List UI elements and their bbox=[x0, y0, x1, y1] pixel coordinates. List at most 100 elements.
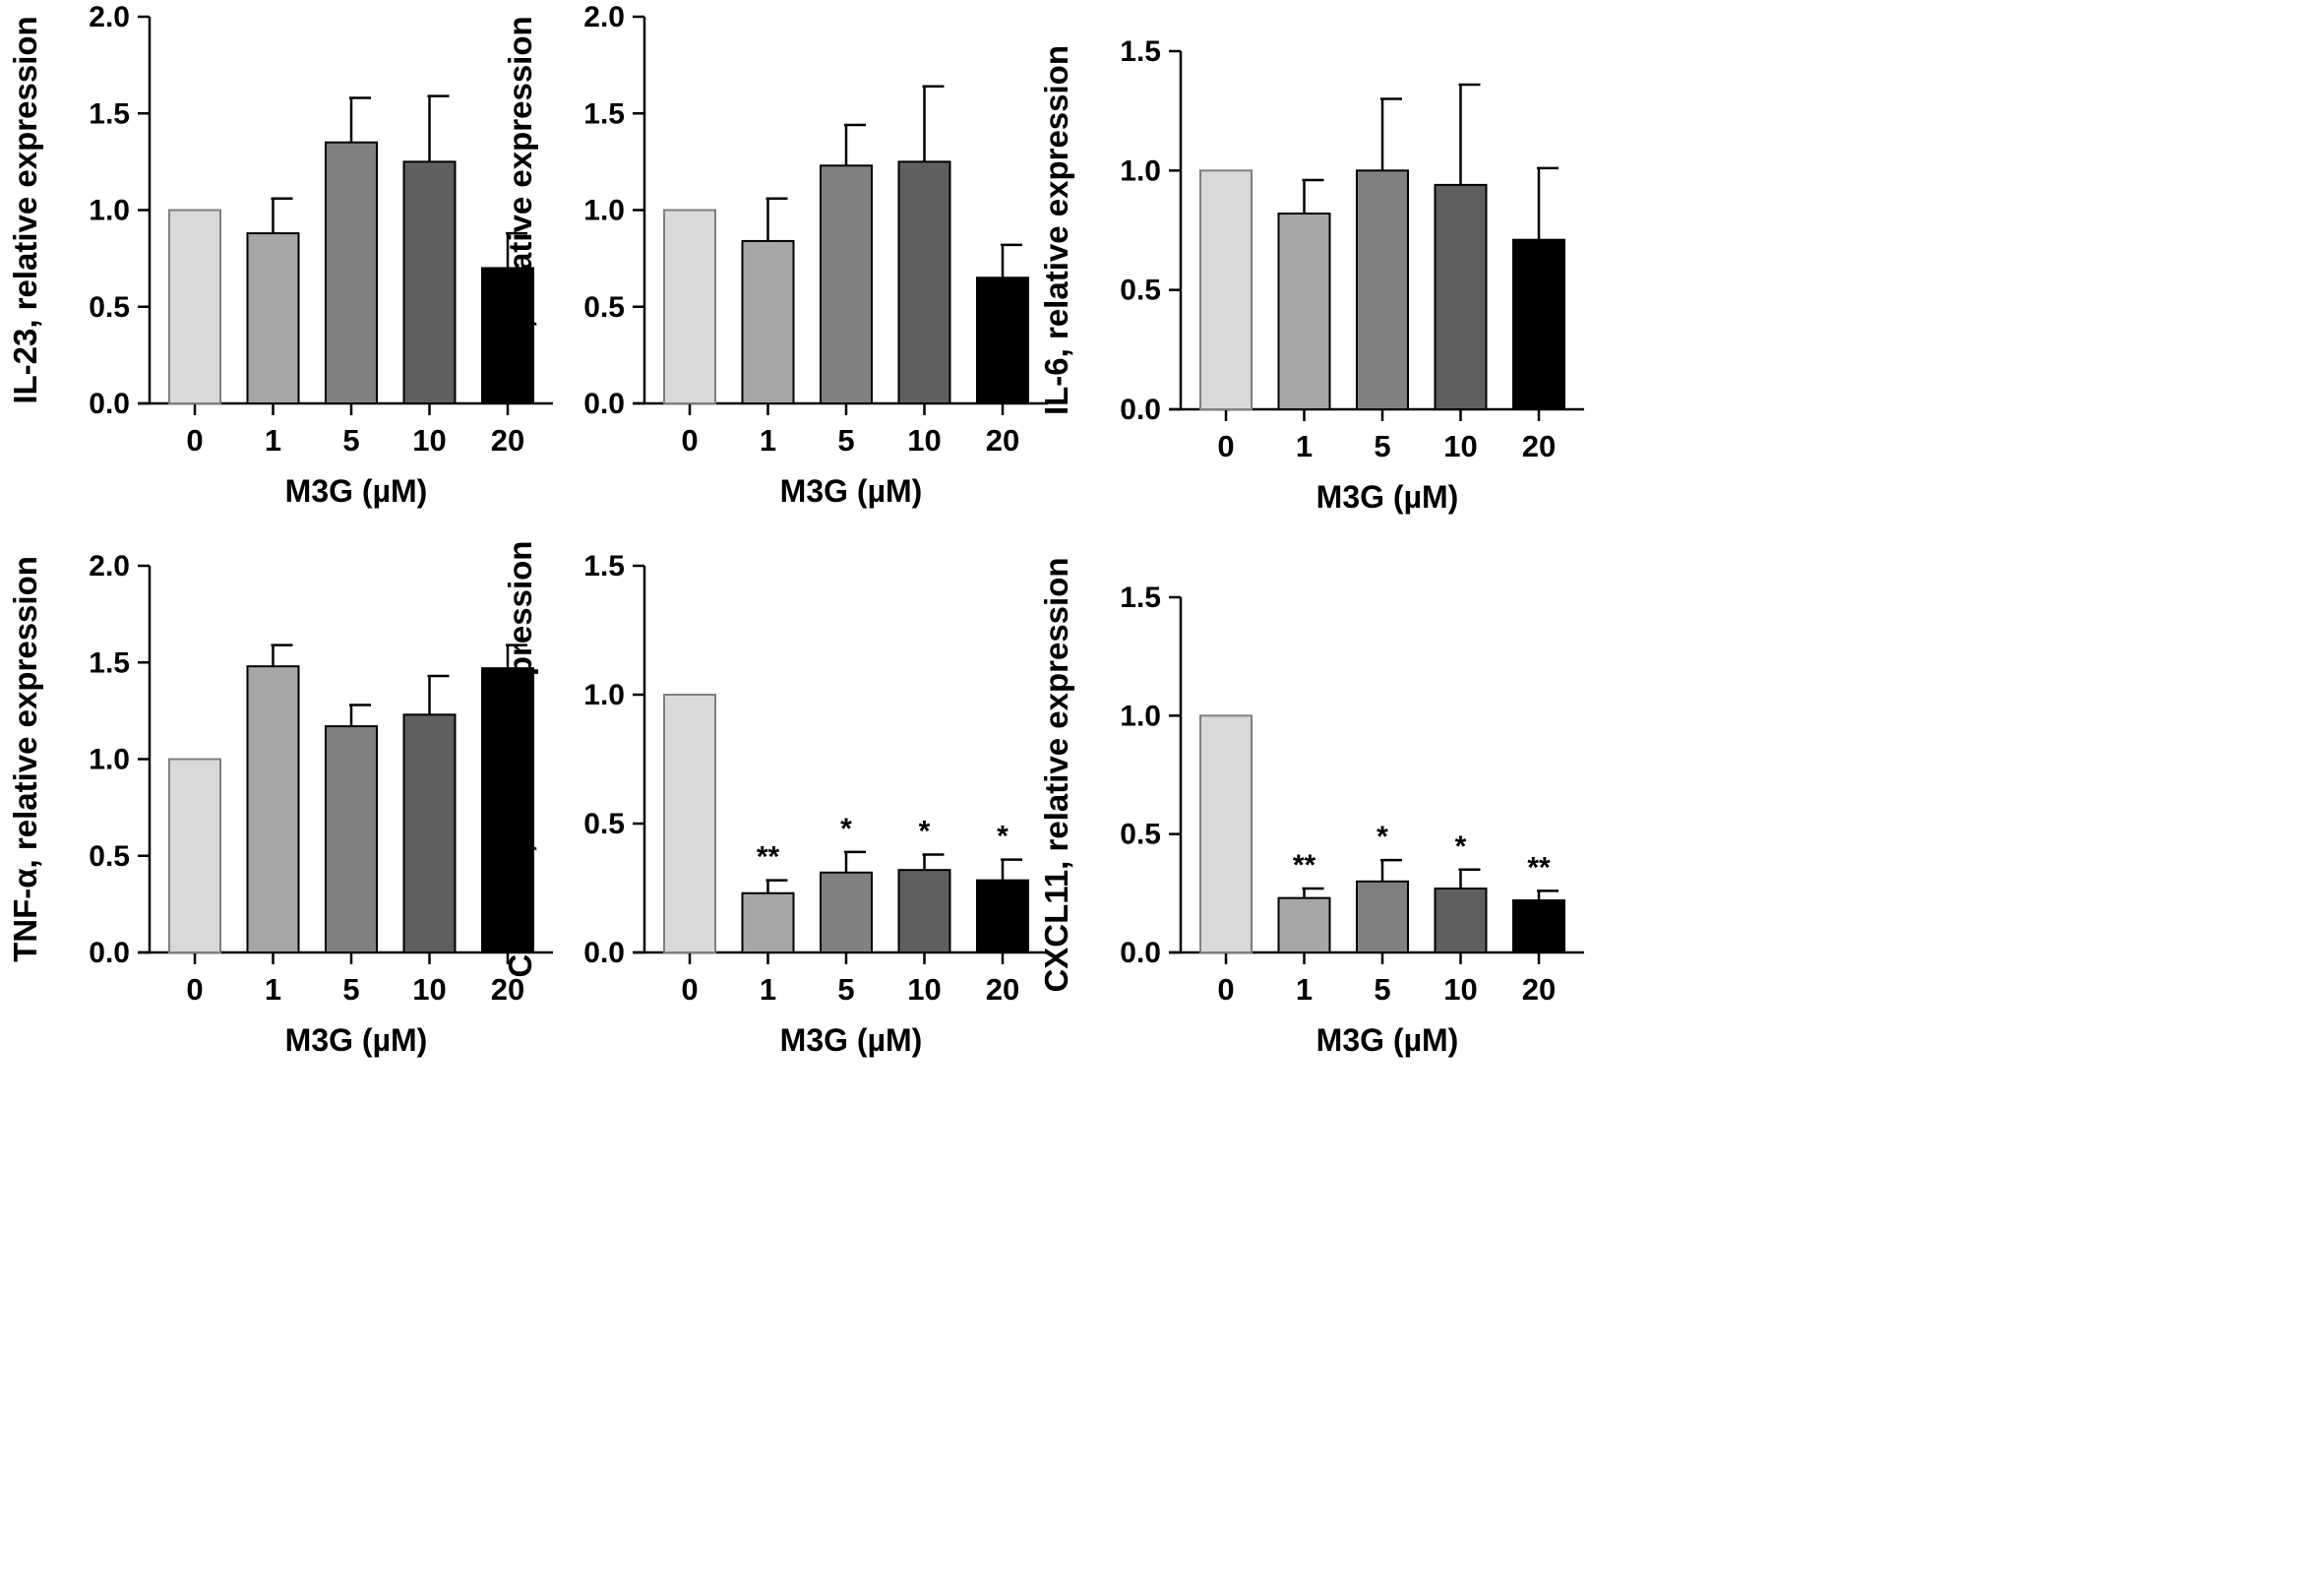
y-axis-title: CXCL10, relative expression bbox=[502, 541, 538, 978]
bar bbox=[402, 160, 457, 404]
bar bbox=[481, 667, 534, 954]
x-tick-label: 1 bbox=[1296, 429, 1313, 463]
bar bbox=[976, 879, 1029, 954]
y-tick-label: 0.5 bbox=[583, 291, 625, 324]
x-tick-label: 20 bbox=[491, 423, 524, 458]
y-tick-label: 1.0 bbox=[1120, 700, 1161, 732]
x-tick-label: 5 bbox=[837, 972, 854, 1007]
bar bbox=[402, 713, 457, 953]
bar bbox=[741, 891, 795, 953]
bar bbox=[1199, 714, 1253, 953]
y-axis-title: IL-12, relative expression bbox=[502, 16, 538, 403]
y-tick-label: 0.0 bbox=[1120, 394, 1161, 426]
significance-marker: * bbox=[1376, 821, 1388, 853]
x-tick-label: 1 bbox=[760, 423, 776, 458]
x-tick-label: 1 bbox=[1296, 972, 1313, 1007]
x-tick-label: 1 bbox=[265, 972, 281, 1007]
bar bbox=[1512, 899, 1565, 954]
x-tick-label: 0 bbox=[186, 423, 203, 458]
y-tick-label: 1.5 bbox=[1120, 582, 1161, 614]
bar bbox=[1356, 169, 1409, 410]
bar bbox=[741, 239, 795, 404]
bar bbox=[897, 160, 951, 404]
y-tick-label: 1.5 bbox=[1120, 35, 1161, 68]
x-tick-label: 10 bbox=[1443, 972, 1477, 1007]
bar bbox=[1356, 880, 1409, 953]
y-tick-label: 0.5 bbox=[89, 840, 130, 873]
significance-marker: * bbox=[997, 821, 1009, 853]
y-tick-label: 1.5 bbox=[89, 97, 130, 130]
x-tick-label: 1 bbox=[760, 972, 776, 1007]
x-tick-label: 5 bbox=[342, 972, 359, 1007]
chart-panel-4: 0.0 0.5 1.0 1.5 2.0 0 1 5 10 20 M3G (µM) TNF-α, rel… bbox=[7, 550, 553, 1058]
y-tick-label: 0.0 bbox=[89, 388, 130, 420]
y-tick-label: 0.5 bbox=[89, 291, 130, 324]
bar bbox=[325, 141, 378, 404]
bar bbox=[168, 758, 221, 953]
bar bbox=[246, 232, 300, 404]
x-tick-label: 0 bbox=[681, 423, 698, 458]
bar bbox=[246, 665, 300, 953]
significance-marker: * bbox=[1455, 830, 1467, 863]
bar bbox=[897, 869, 951, 953]
bar bbox=[820, 164, 873, 404]
x-tick-label: 20 bbox=[1522, 972, 1556, 1007]
bar bbox=[168, 209, 221, 404]
x-tick-label: 10 bbox=[1443, 429, 1477, 463]
x-tick-label: 5 bbox=[837, 423, 854, 458]
x-tick-label: 5 bbox=[342, 423, 359, 458]
chart-panel-5: 0.0 0.5 1.0 1.5 0 ** 1 * 5 * 10 * 20 M3G (µM) CXCL10, … bbox=[502, 541, 1048, 1058]
x-tick-label: 20 bbox=[986, 972, 1019, 1007]
bar bbox=[820, 871, 873, 954]
bar bbox=[663, 209, 716, 404]
x-tick-label: 10 bbox=[412, 423, 446, 458]
y-axis-title: TNF-α, relative expression bbox=[7, 556, 43, 962]
y-tick-label: 1.5 bbox=[583, 550, 625, 583]
y-tick-label: 1.0 bbox=[583, 679, 625, 711]
y-tick-label: 2.0 bbox=[583, 1, 625, 33]
bar bbox=[1434, 183, 1488, 410]
bar bbox=[663, 694, 716, 953]
x-tick-label: 10 bbox=[907, 972, 941, 1007]
x-tick-label: 5 bbox=[1374, 972, 1390, 1007]
x-axis-title: M3G (µM) bbox=[780, 1022, 923, 1058]
y-tick-label: 1.0 bbox=[583, 195, 625, 227]
y-tick-label: 0.5 bbox=[1120, 819, 1161, 851]
bar bbox=[1277, 213, 1331, 410]
significance-marker: ** bbox=[757, 841, 780, 874]
bar bbox=[1434, 888, 1488, 954]
y-tick-label: 0.0 bbox=[583, 388, 625, 420]
y-tick-label: 0.0 bbox=[583, 937, 625, 969]
y-tick-label: 2.0 bbox=[89, 1, 130, 33]
x-axis-title: M3G (µM) bbox=[285, 473, 428, 509]
y-tick-label: 0.5 bbox=[1120, 275, 1161, 307]
x-tick-label: 0 bbox=[1217, 972, 1234, 1007]
y-axis-title: CXCL11, relative expression bbox=[1038, 557, 1074, 992]
x-axis-title: M3G (µM) bbox=[780, 473, 923, 509]
x-tick-label: 10 bbox=[412, 972, 446, 1007]
x-tick-label: 0 bbox=[1217, 429, 1234, 463]
chart-panel-1: 0.0 0.5 1.0 1.5 2.0 0 1 5 10 20 M3G (µM) IL-23, rel… bbox=[7, 1, 553, 509]
y-axis-title: IL-23, relative expression bbox=[7, 16, 43, 403]
significance-marker: ** bbox=[1527, 851, 1551, 884]
significance-marker: * bbox=[919, 815, 931, 847]
y-axis-title: IL-6, relative expression bbox=[1038, 45, 1074, 415]
y-tick-label: 0.5 bbox=[583, 808, 625, 840]
chart-panel-2: 0.0 0.5 1.0 1.5 2.0 0 1 5 10 20 M3G (µM) IL-12, rel… bbox=[502, 1, 1048, 509]
x-axis-title: M3G (µM) bbox=[1316, 1022, 1459, 1058]
y-tick-label: 0.0 bbox=[1120, 937, 1161, 969]
y-tick-label: 1.0 bbox=[89, 744, 130, 776]
bar bbox=[325, 725, 378, 953]
y-tick-label: 0.0 bbox=[89, 937, 130, 969]
y-tick-label: 1.5 bbox=[89, 646, 130, 679]
y-tick-label: 1.0 bbox=[1120, 154, 1161, 187]
x-tick-label: 20 bbox=[491, 972, 524, 1007]
y-tick-label: 1.5 bbox=[583, 97, 625, 130]
x-tick-label: 0 bbox=[681, 972, 698, 1007]
bar bbox=[1199, 169, 1253, 410]
x-tick-label: 20 bbox=[986, 423, 1019, 458]
x-axis-title: M3G (µM) bbox=[285, 1022, 428, 1058]
x-tick-label: 1 bbox=[265, 423, 281, 458]
chart-panel-3: 0.0 0.5 1.0 1.5 0 1 5 10 20 M3G (µM) IL-6, relativ… bbox=[1038, 35, 1584, 515]
